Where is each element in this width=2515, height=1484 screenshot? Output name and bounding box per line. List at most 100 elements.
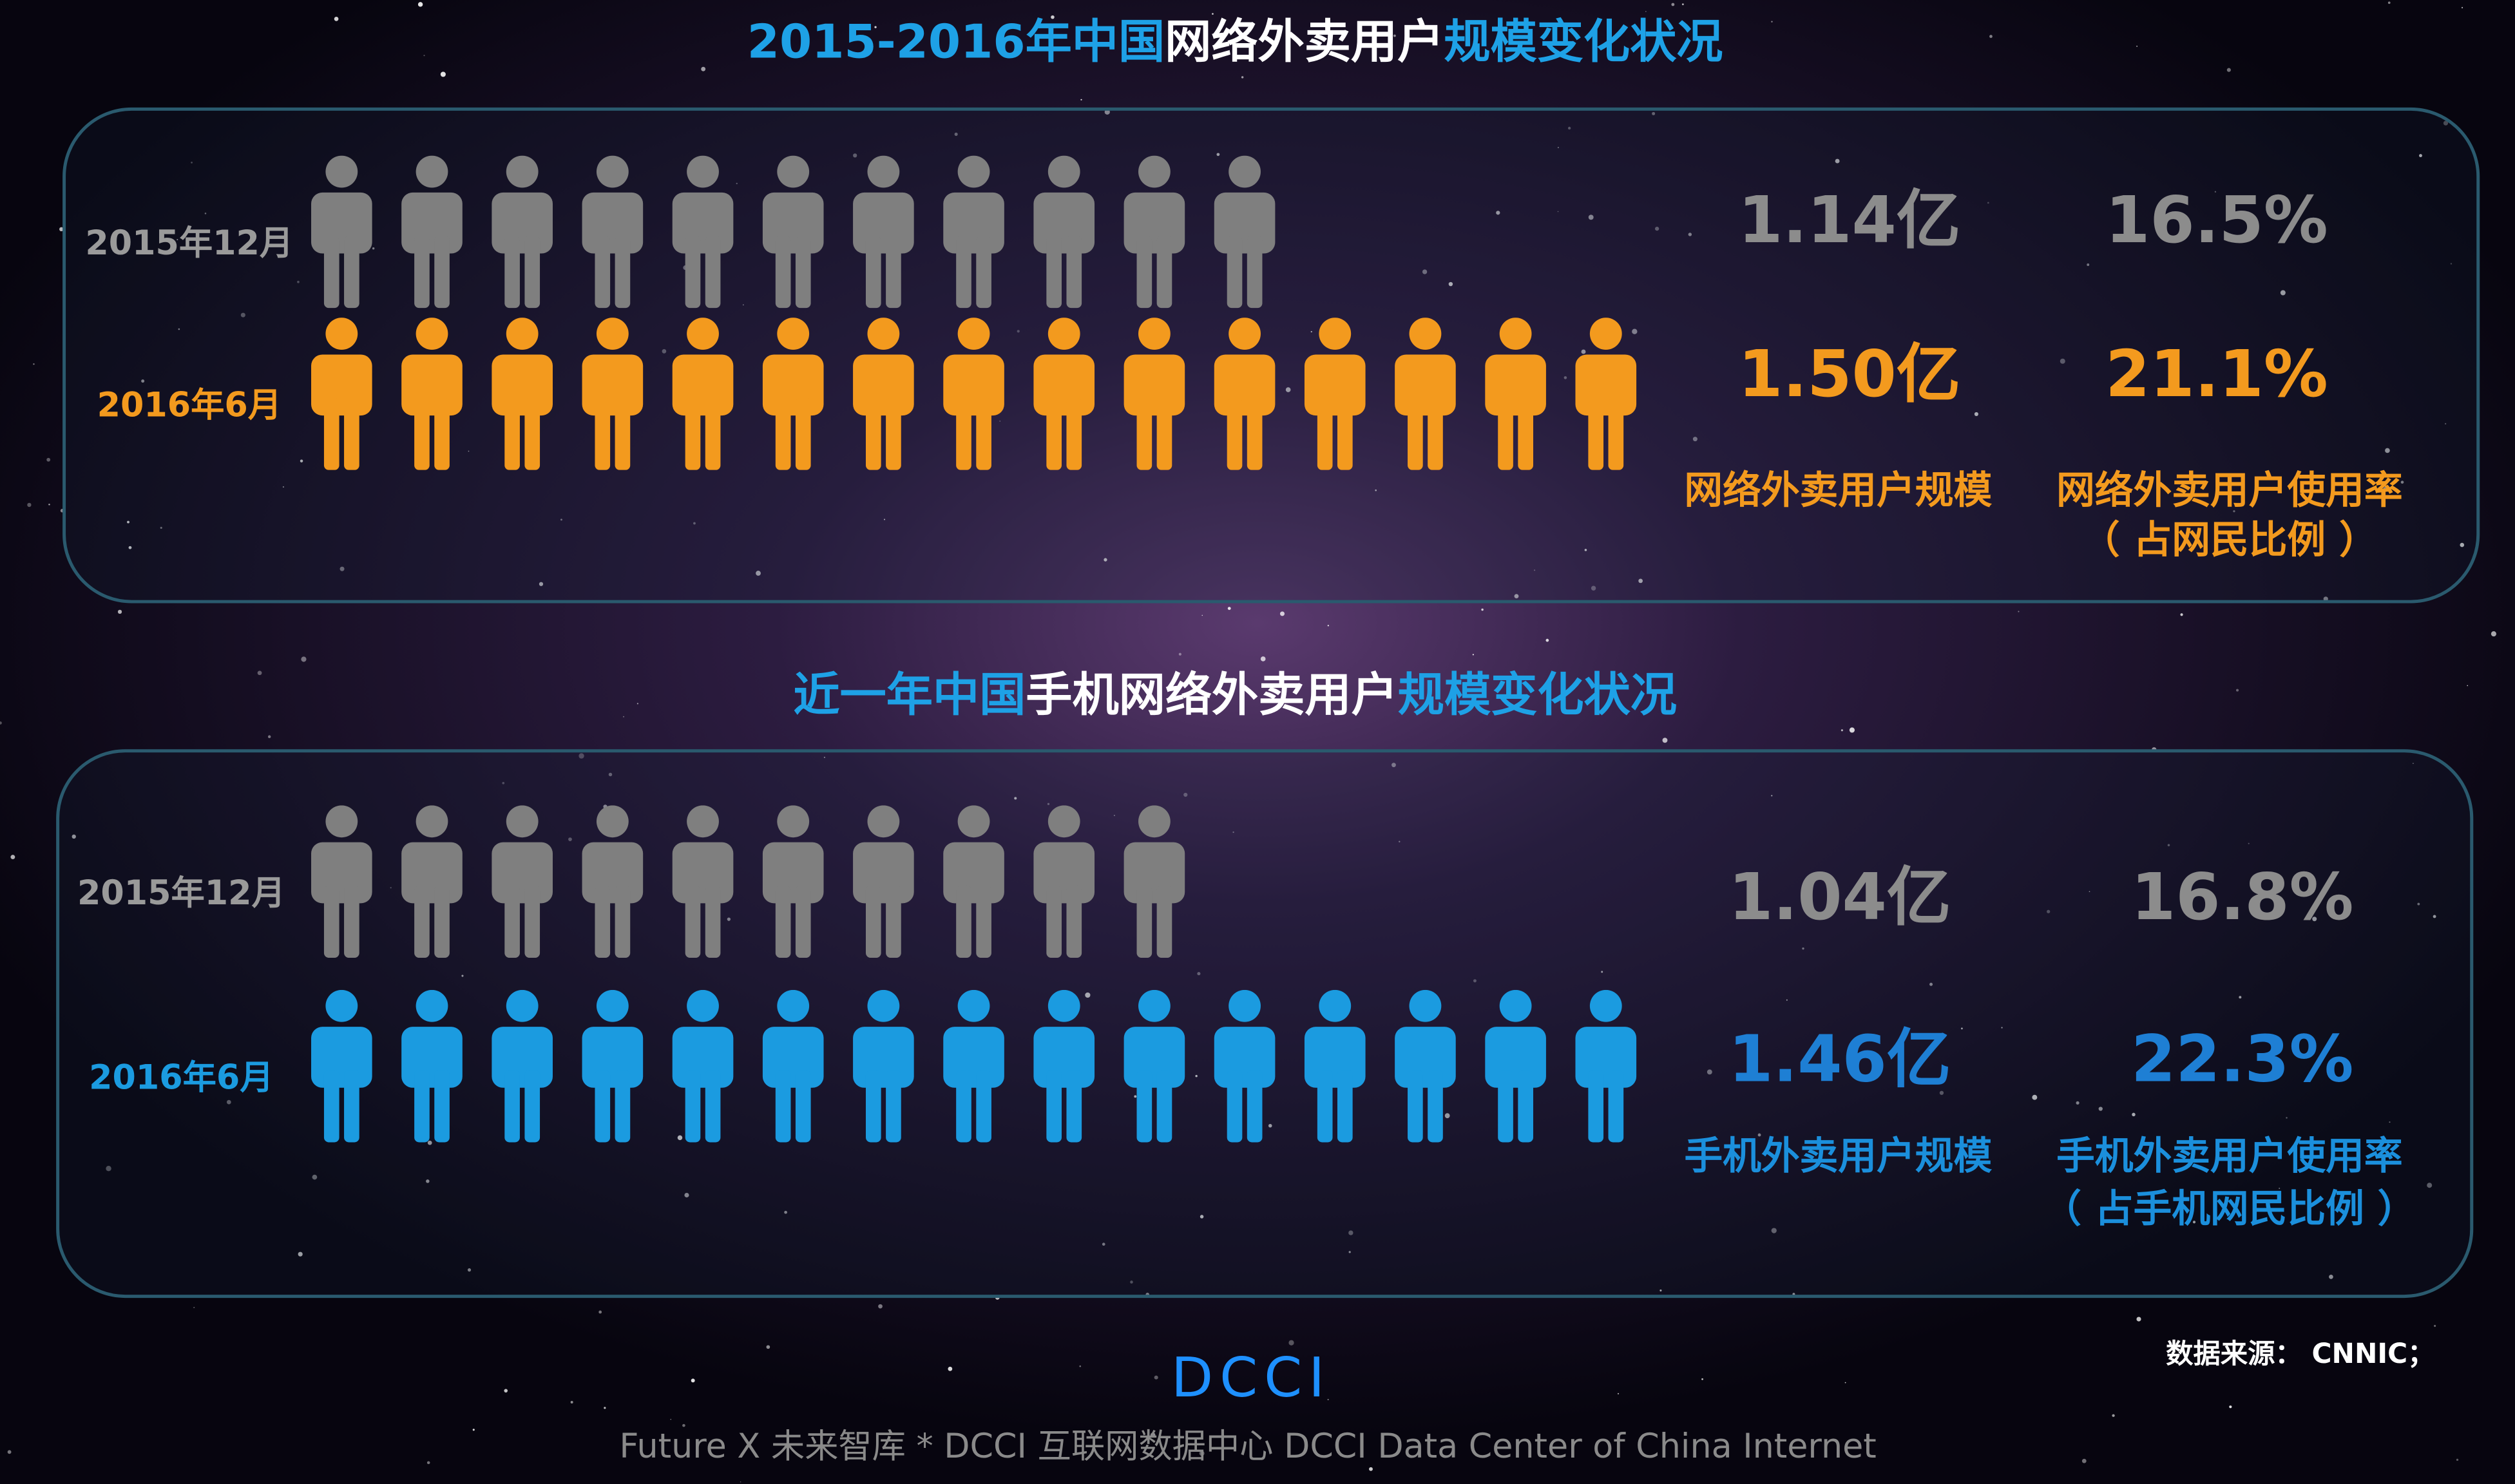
star <box>2098 1107 2103 1111</box>
star <box>33 363 35 365</box>
star <box>2312 917 2317 922</box>
star <box>372 247 375 250</box>
star <box>1655 226 1659 231</box>
star <box>467 1268 472 1272</box>
star <box>2383 486 2387 491</box>
star <box>1707 1069 1712 1075</box>
star <box>2087 263 2090 266</box>
star <box>2329 1274 2333 1279</box>
star <box>2387 1 2391 5</box>
star <box>160 526 162 529</box>
star <box>300 459 303 462</box>
star <box>1391 763 1396 768</box>
row-label: 2015年12月 <box>85 224 293 263</box>
star <box>1557 211 1559 213</box>
star <box>2047 909 2051 913</box>
star <box>1757 1133 1761 1137</box>
star <box>1399 841 1401 842</box>
star <box>736 182 738 185</box>
star <box>693 522 696 525</box>
star <box>1183 792 1188 797</box>
star <box>312 1174 318 1180</box>
star <box>604 1407 606 1409</box>
star <box>2460 542 2465 547</box>
star <box>1534 569 1536 571</box>
row-label: 2016年6月 <box>97 386 282 425</box>
star <box>670 1418 672 1420</box>
star <box>1375 489 1377 491</box>
star <box>954 132 958 136</box>
star <box>10 855 15 860</box>
star <box>193 1306 195 1309</box>
star <box>2450 263 2453 265</box>
star <box>2192 1221 2196 1224</box>
star <box>830 40 832 42</box>
star <box>1989 35 1993 38</box>
footer: Future X 未来智库 * DCCI 互联网数据中心 DCCI Data C… <box>619 1427 1876 1466</box>
row-label: 2015年12月 <box>77 873 285 913</box>
star <box>2400 480 2404 484</box>
star <box>1047 803 1050 805</box>
star <box>141 379 145 383</box>
star <box>178 328 180 330</box>
star <box>1584 549 1587 551</box>
star <box>1849 727 1855 733</box>
star <box>502 781 505 785</box>
star <box>1285 387 1291 392</box>
user-scale: 1.14亿 <box>1738 184 1960 258</box>
star <box>117 609 122 614</box>
title-part: 网络外卖用户 <box>1165 15 1444 70</box>
star <box>2467 685 2469 687</box>
star <box>2236 689 2239 692</box>
star <box>2081 1458 2087 1463</box>
star <box>226 1099 231 1105</box>
star <box>1369 1467 1373 1471</box>
star <box>1154 1375 1158 1380</box>
star <box>766 1345 770 1349</box>
star <box>461 975 464 977</box>
star <box>740 1481 741 1483</box>
star <box>204 213 207 214</box>
star <box>1632 328 1638 334</box>
star <box>1104 558 1107 562</box>
star <box>297 280 300 283</box>
star <box>1588 214 1594 220</box>
star <box>267 735 271 738</box>
star <box>2089 891 2090 893</box>
star <box>1310 330 1312 333</box>
star <box>2443 120 2449 126</box>
star <box>2445 423 2447 425</box>
star <box>106 1166 111 1172</box>
star <box>1564 376 1567 379</box>
star <box>59 227 64 232</box>
star <box>2060 358 2065 364</box>
star <box>1557 147 1559 149</box>
star <box>1567 126 1571 130</box>
star <box>7 1450 12 1454</box>
star <box>1327 1398 1329 1400</box>
title-part: 手机网络外卖用户 <box>1026 669 1398 723</box>
star <box>1216 153 1220 157</box>
star <box>1929 982 1933 986</box>
star <box>2434 1324 2436 1327</box>
star <box>2167 844 2170 846</box>
star <box>1652 111 1656 115</box>
star <box>2417 902 2420 906</box>
star <box>1481 608 1484 611</box>
star <box>440 71 446 77</box>
usage-rate: 16.8% <box>2131 861 2354 935</box>
star <box>48 504 50 506</box>
star <box>784 1210 787 1214</box>
star <box>636 703 638 705</box>
star <box>608 772 613 777</box>
star <box>1348 1251 1351 1253</box>
star <box>2389 1121 2391 1123</box>
star <box>743 304 744 306</box>
star <box>2239 996 2242 999</box>
logo: DCCI <box>1171 1346 1331 1409</box>
user-scale: 1.50亿 <box>1738 338 1960 412</box>
star <box>1085 992 1091 998</box>
star <box>128 546 132 549</box>
star <box>127 520 129 524</box>
